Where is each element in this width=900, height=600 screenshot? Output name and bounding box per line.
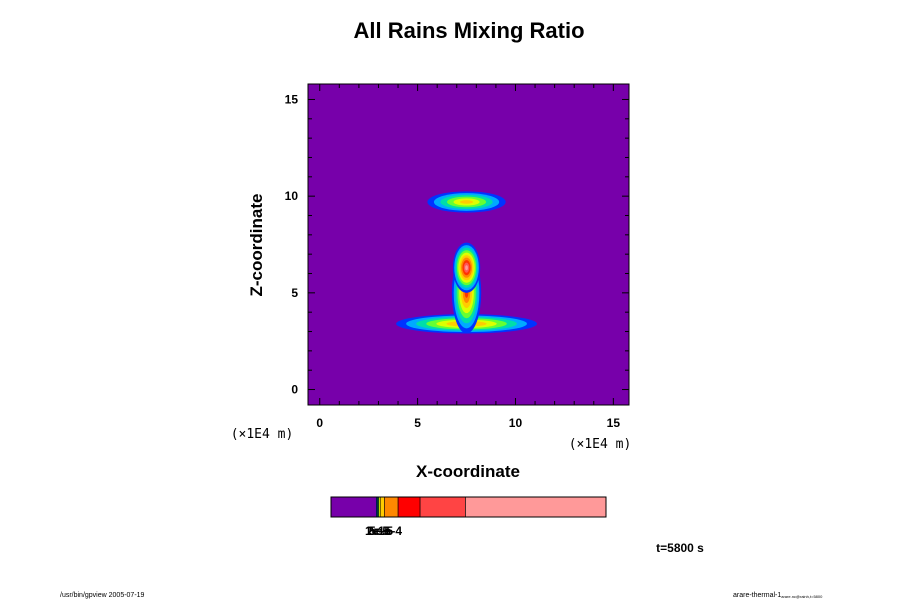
colorbar-label: 5e-5 (369, 524, 393, 538)
colorbar-segment (330, 496, 377, 518)
footer-left-note: /usr/bin/gpview 2005-07-19 (60, 592, 145, 599)
colorbar-segment (379, 496, 385, 518)
colorbar-label: 2e-5 (367, 524, 391, 538)
chart-title: All Rains Mixing Ratio (353, 18, 584, 43)
colorbar-segment (419, 496, 466, 518)
x-axis-label: X-coordinate (416, 462, 520, 481)
y-tick-label: 0 (291, 383, 298, 397)
contour-field (396, 191, 538, 334)
plot-area: 0 5 10 15 0 5 10 15 (285, 83, 630, 430)
x-axis-unit-right: (×1E4 m) (569, 437, 632, 452)
tick-marks (308, 84, 629, 405)
tick-labels: 0 5 10 15 0 5 10 15 (285, 92, 621, 430)
x-tick-label: 15 (607, 416, 621, 430)
x-axis-unit-left: (×1E4 m) (231, 427, 294, 442)
footer-right-note-main: arare-thermal-1 (733, 592, 781, 599)
contour-upper-band-level-6 (460, 200, 474, 204)
footer-right-note: arare-thermal-1arare.nc@rainh,t=5800 (733, 592, 823, 599)
colorbar-segment (384, 496, 399, 518)
y-tick-label: 15 (285, 92, 299, 106)
colorbar (330, 496, 607, 518)
plot-frame (307, 83, 630, 406)
colorbar-label: 1e-4 (378, 524, 402, 538)
colorbar-segment (397, 496, 421, 518)
x-tick-label: 5 (414, 416, 421, 430)
colorbar-frame (330, 496, 607, 518)
y-tick-label: 5 (291, 286, 298, 300)
footer-right-note-sub: arare.nc@rainh,t=5800 (781, 594, 823, 599)
time-label: t=5800 s (656, 541, 704, 555)
contour-core-level-10 (465, 265, 468, 271)
x-tick-label: 0 (316, 416, 323, 430)
colorbar-segment (465, 496, 607, 518)
colorbar-label: 1e-5 (365, 524, 389, 538)
y-axis-label: Z-coordinate (247, 194, 266, 297)
y-tick-label: 10 (285, 189, 299, 203)
colorbar-labels: 1e-52e-55e-51e-4 (365, 524, 402, 538)
x-tick-label: 10 (509, 416, 523, 430)
